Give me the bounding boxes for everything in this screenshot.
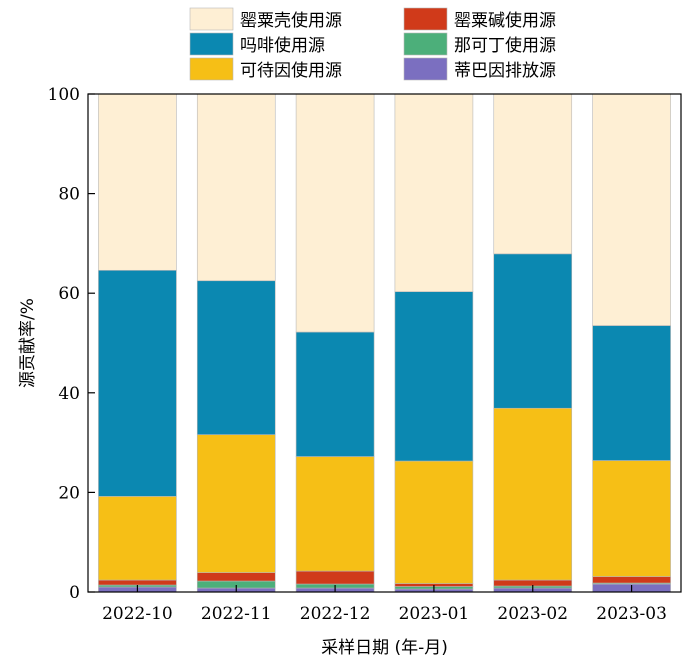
legend-item: 罂粟壳使用源	[189, 7, 342, 31]
bar-segment	[394, 460, 474, 584]
y-tick-label: 20	[58, 483, 80, 503]
bar-segment	[592, 325, 671, 461]
x-tick-label: 2022-12	[300, 604, 371, 624]
legend-swatch	[403, 32, 448, 56]
bars	[98, 93, 671, 593]
legend-item: 罂粟碱使用源	[403, 7, 556, 31]
x-axis: 2022-10 2022-11 2022-12 2023-01 2023-02 2023-…	[102, 585, 667, 624]
bar-segment	[493, 93, 573, 255]
legend-label: 那可丁使用源	[454, 35, 556, 56]
plot-frame	[87, 93, 682, 593]
legend-label: 蒂巴因排放源	[454, 61, 556, 81]
legend-swatch	[403, 57, 448, 81]
legend-swatch	[189, 32, 234, 56]
bar-segment	[394, 291, 474, 462]
x-tick-label: 2022-11	[201, 604, 272, 624]
bar-segment	[196, 572, 276, 582]
bar-segment	[592, 576, 671, 584]
legend-item: 可待因使用源	[189, 57, 342, 81]
bar-segment	[295, 456, 375, 572]
y-axis-title: 源贡献率/%	[18, 298, 38, 388]
legend-swatch	[403, 7, 448, 31]
bar-segment	[98, 269, 177, 497]
y-tick-label: 100	[48, 85, 80, 105]
legend-item: 蒂巴因排放源	[403, 57, 556, 81]
bar-segment	[493, 253, 573, 409]
x-tick-label: 2023-01	[399, 604, 470, 624]
bar-segment	[295, 331, 375, 457]
bar-segment	[493, 407, 573, 581]
legend-label: 罂粟壳使用源	[240, 10, 342, 31]
x-tick-label: 2023-03	[596, 604, 667, 624]
x-tick-label: 2022-10	[102, 604, 173, 624]
legend-label: 吗啡使用源	[240, 35, 325, 56]
y-tick-label: 80	[58, 185, 80, 205]
bar-segment	[98, 579, 177, 586]
bar-segment	[295, 570, 375, 585]
legend-swatch	[189, 57, 234, 81]
x-tick-label: 2023-02	[497, 604, 568, 624]
y-tick-label: 40	[58, 384, 80, 404]
bar-segment	[98, 93, 177, 271]
bar-segment	[394, 93, 474, 293]
legend-item: 吗啡使用源	[189, 32, 325, 56]
y-tick-label: 0	[69, 583, 80, 603]
legend-label: 可待因使用源	[240, 60, 342, 81]
bar-segment	[196, 434, 276, 573]
bar-segment	[98, 496, 177, 581]
x-axis-title: 采样日期 (年-月)	[321, 638, 448, 658]
bar-segment	[592, 93, 671, 326]
bar-segment	[295, 93, 375, 333]
y-axis: 0 20 40 60 80 100	[48, 85, 95, 603]
legend-label: 罂粟碱使用源	[454, 10, 556, 31]
bar-segment	[592, 460, 671, 577]
legend-swatch	[189, 7, 234, 31]
legend-item: 那可丁使用源	[403, 32, 556, 56]
bar-segment	[196, 93, 276, 282]
bar-segment	[196, 280, 276, 435]
y-tick-label: 60	[58, 284, 80, 304]
